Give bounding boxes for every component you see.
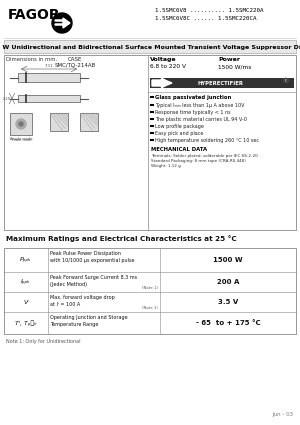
Text: 1500 W Unidirectional and Bidirectional Surface Mounted Transient Voltage Suppre: 1500 W Unidirectional and Bidirectional … [0,45,300,49]
Text: Max. forward voltage drop: Max. forward voltage drop [50,295,115,300]
Bar [18,95,80,102]
Text: 3.5 V: 3.5 V [218,299,238,305]
Text: Dimensions in mm.: Dimensions in mm. [6,57,57,62]
Bar [0,0,300,50]
Text: Voltage: Voltage [150,57,177,62]
Text: Low profile package: Low profile package [155,124,204,129]
Text: (Note 1): (Note 1) [142,286,158,290]
Text: (Jedec Method): (Jedec Method) [50,282,87,287]
Text: (Note 1): (Note 1) [142,306,158,310]
Polygon shape [152,79,172,88]
Text: MECHANICAL DATA: MECHANICAL DATA [151,147,207,152]
Text: Easy pick and place: Easy pick and place [155,131,203,136]
Text: Standard Packaging: 8 mm tape (CRA-RS 448): Standard Packaging: 8 mm tape (CRA-RS 44… [151,159,246,163]
Text: Weight: 1.12 g: Weight: 1.12 g [151,164,181,168]
Circle shape [19,122,23,126]
Text: 7.11: 7.11 [45,64,53,68]
Bar [18,73,80,82]
Bar [10,113,32,135]
Text: Terminals: Solder plated, solderable per IEC 68-2-20: Terminals: Solder plated, solderable per… [151,154,258,158]
Bar [50,113,68,131]
Text: Pₚₚₖ: Pₚₚₖ [20,258,32,263]
Text: CASE
SMC/TO-214AB: CASE SMC/TO-214AB [54,57,96,68]
Text: Tⁱ, Tₚ₞ₖ: Tⁱ, Tₚ₞ₖ [15,320,37,326]
Text: - 65  to + 175 °C: - 65 to + 175 °C [196,320,260,326]
Circle shape [16,119,26,129]
Text: FAGOR: FAGOR [8,8,61,22]
Text: 6.8 to 220 V: 6.8 to 220 V [150,64,186,69]
Text: Temperature Range: Temperature Range [50,322,98,327]
Text: 1.5SMC6V8C ...... 1.5SMC220CA: 1.5SMC6V8C ...... 1.5SMC220CA [155,16,256,21]
Text: High temperature soldering 260 °C 10 sec: High temperature soldering 260 °C 10 sec [155,138,259,143]
Bar [150,78,294,88]
Text: at Iⁱ = 100 A: at Iⁱ = 100 A [50,302,80,307]
Text: Response time typically < 1 ns: Response time typically < 1 ns [155,110,231,115]
Text: 2.29: 2.29 [3,96,11,100]
Text: Jun - 03: Jun - 03 [272,412,293,417]
Circle shape [52,13,72,33]
Text: Operating Junction and Storage: Operating Junction and Storage [50,315,128,320]
Bar [80,113,98,131]
Text: with 10/1000 μs exponential pulse: with 10/1000 μs exponential pulse [50,258,134,263]
Bar [4,55,296,230]
Bar [4,40,296,53]
Text: Vⁱ: Vⁱ [23,300,29,304]
Text: 1.5SMC6V8 .......... 1.5SMC220A: 1.5SMC6V8 .......... 1.5SMC220A [155,8,263,13]
Text: 1500 W: 1500 W [213,257,243,263]
Text: Glass passivated junction: Glass passivated junction [155,95,231,100]
Text: Anode mode: Anode mode [10,137,32,141]
Text: 200 A: 200 A [217,279,239,285]
Text: Peak Forward Surge Current 8.3 ms: Peak Forward Surge Current 8.3 ms [50,275,137,280]
Text: R: R [285,79,287,82]
Text: Power: Power [218,57,240,62]
Text: Maximum Ratings and Electrical Characteristics at 25 °C: Maximum Ratings and Electrical Character… [6,235,237,242]
Text: Power mode: Power mode [12,138,32,142]
Text: Peak Pulse Power Dissipation: Peak Pulse Power Dissipation [50,251,121,256]
Text: 1500 W/ms: 1500 W/ms [218,64,251,69]
Text: Typical Iₘₘ less than 1μ A above 10V: Typical Iₘₘ less than 1μ A above 10V [155,103,244,108]
Bar [4,248,296,334]
Text: Note 1: Only for Unidirectional: Note 1: Only for Unidirectional [6,339,80,344]
Text: The plastic material carries UL 94 V-0: The plastic material carries UL 94 V-0 [155,117,247,122]
Text: Iₚₚₖ: Iₚₚₖ [21,280,31,284]
Polygon shape [63,18,70,28]
Text: HYPERECTIFIER: HYPERECTIFIER [197,80,243,85]
